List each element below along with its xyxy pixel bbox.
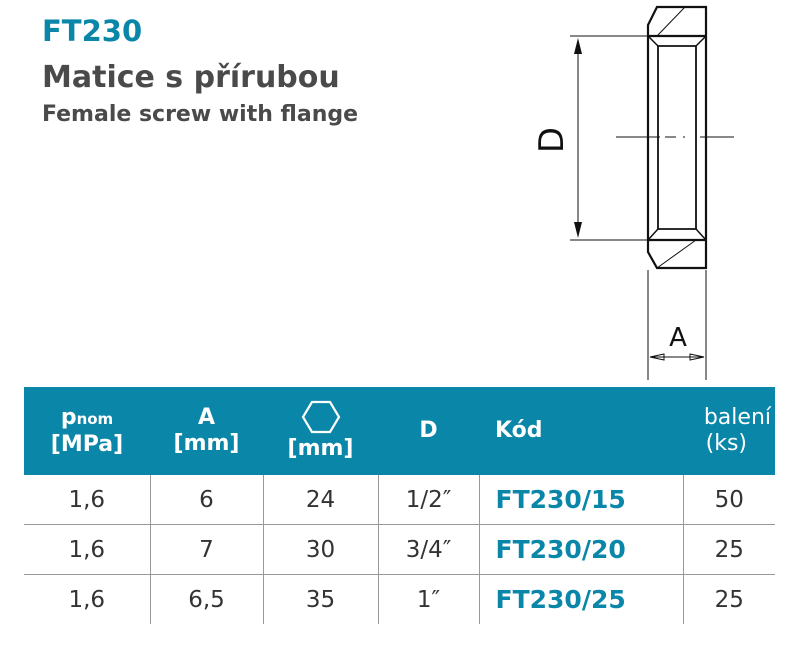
cell-pack: 25 [682,574,775,624]
col-a: A [mm] [150,387,263,475]
cell-p: 1,6 [68,586,106,613]
table-row: 1,6 7 30 3/4″ FT230/20 25 [24,524,775,575]
cell-a: 6,5 [149,574,263,624]
hexagon-icon [301,400,340,434]
technical-drawing: D A [532,5,734,380]
cell-hex: 24 [262,475,378,525]
table-header: pnom [MPa] A [mm] [mm] D Kód balení (ks) [24,387,775,475]
title-cz: Matice s přírubou [42,60,340,95]
cell-kod: FT230/25 [478,574,683,624]
cell-p: 1,6 [24,524,150,575]
cell-pack: 25 [682,524,775,575]
cell-kod: FT230/20 [478,524,683,575]
cell-d: 1/2″ [377,475,479,525]
cell-hex: 30 [262,524,378,575]
cell-p: 1,6 [24,475,150,525]
cell-kod: FT230/15 [478,475,683,525]
col-d: D [378,387,479,475]
col-hex: [mm] [263,387,378,475]
table-row: 1,6 6 24 1/2″ FT230/15 50 [24,475,775,525]
col-kod: Kód [479,387,683,475]
dimension-a-label: A [669,323,687,353]
cell-pack: 50 [682,475,775,525]
cell-a: 7 [149,524,263,575]
cell-d: 1″ [377,574,479,624]
col-pressure: pnom [MPa] [24,387,150,475]
product-code: FT230 [42,14,143,48]
table-row: 1,6 6,5 35 1″ FT230/25 25 [24,574,775,624]
cell-d: 3/4″ [377,524,479,575]
product-table: pnom [MPa] A [mm] [mm] D Kód balení (ks) 1,… [24,387,775,624]
dimension-d-label: D [532,127,572,153]
cell-a: 6 [149,475,263,525]
col-pack: balení (ks) [683,387,775,475]
cell-hex: 35 [262,574,378,624]
title-en: Female screw with flange [42,102,359,127]
